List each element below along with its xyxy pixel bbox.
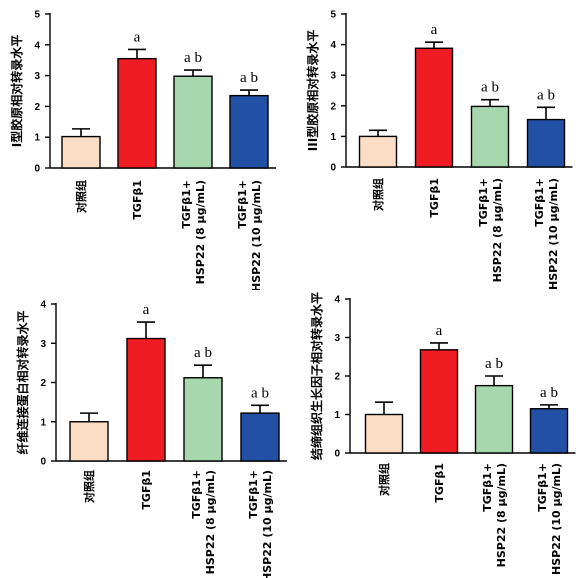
significance-label: a b [540,385,558,401]
y-tick-label: 4 [330,40,336,51]
significance-label: a b [240,70,258,86]
y-tick-label: 5 [34,10,40,21]
x-tick-label: TGFβ1 [131,180,144,220]
y-tick-label: 1 [40,417,46,428]
y-axis-label: I型胶原相对转录水平 [9,35,24,147]
y-tick-label: 4 [334,295,340,306]
bar [470,105,510,168]
bar [240,412,280,462]
bar [358,135,398,168]
bar [364,413,404,454]
y-tick-label: 3 [330,71,336,82]
x-tick-label: HSP22 (10 μg/mL) [261,470,274,578]
bar [419,349,459,454]
x-tick-label: TGFβ1+ [190,470,203,519]
significance-label: a b [194,345,212,361]
y-tick-label: 2 [40,378,46,389]
y-tick-label: 1 [334,410,340,421]
y-tick-label: 4 [40,300,46,311]
significance-label: a [143,302,150,318]
y-tick-label: 2 [330,101,336,112]
x-tick-label: TGFβ1+ [477,178,490,227]
significance-label: a b [537,87,555,103]
y-tick-label: 3 [40,339,46,350]
x-tick-label: TGFβ1+ [481,463,494,512]
x-tick-label: HSP22 (8 μg/mL) [204,470,217,574]
y-tick-label: 5 [330,10,336,21]
y-tick-label: 1 [330,132,336,143]
x-tick-label: TGFβ1+ [536,463,549,512]
y-tick-label: 2 [34,102,40,113]
significance-label: a b [251,385,269,401]
x-tick-label: 对照组 [74,180,88,213]
bar [117,57,157,169]
x-tick-label: TGFβ1+ [247,470,260,519]
x-tick-label: HSP22 (8 μg/mL) [194,180,207,284]
bar [126,337,166,462]
y-tick-label: 3 [34,71,40,82]
bar [526,118,566,168]
bar [69,421,109,462]
significance-label: a [134,29,141,45]
significance-label: a [436,323,443,339]
bar [474,384,514,454]
x-tick-label: TGFβ1 [433,463,446,503]
y-axis-label: 结缔组织生长因子相对转录水平 [309,292,324,460]
bar [229,94,269,169]
x-tick-label: 对照组 [82,470,96,503]
significance-label: a [431,22,438,38]
y-tick-label: 4 [34,40,40,51]
y-tick-label: 3 [334,333,340,344]
x-tick-label: TGFβ1+ [236,180,249,229]
x-tick-label: HSP22 (8 μg/mL) [491,178,504,282]
y-tick-label: 2 [334,372,340,383]
bar [183,377,223,462]
x-tick-label: HSP22 (10 μg/mL) [250,180,263,290]
y-tick-label: 0 [40,457,46,468]
x-tick-label: TGFβ1 [140,470,153,510]
bar [173,75,213,169]
y-tick-label: 0 [34,164,40,175]
bar [414,47,454,168]
significance-label: a b [485,356,503,372]
significance-label: a b [184,50,202,66]
x-tick-label: HSP22 (10 μg/mL) [547,178,560,290]
y-tick-label: 0 [330,163,336,174]
bar [529,408,569,454]
y-tick-label: 0 [334,449,340,460]
y-tick-label: 1 [34,133,40,144]
x-tick-label: 对照组 [377,463,391,496]
x-tick-label: HSP22 (10 μg/mL) [550,463,563,575]
y-axis-label: 纤维连接蛋白相对转录水平 [15,310,30,454]
y-axis-label: III型胶原相对转录水平 [305,30,320,151]
x-tick-label: TGFβ1+ [533,178,546,227]
significance-label: a b [481,80,499,96]
x-tick-label: 对照组 [371,178,385,211]
x-tick-label: HSP22 (8 μg/mL) [495,463,508,567]
x-tick-label: TGFβ1 [428,178,441,218]
x-tick-label: TGFβ1+ [180,180,193,229]
bar [61,135,101,169]
